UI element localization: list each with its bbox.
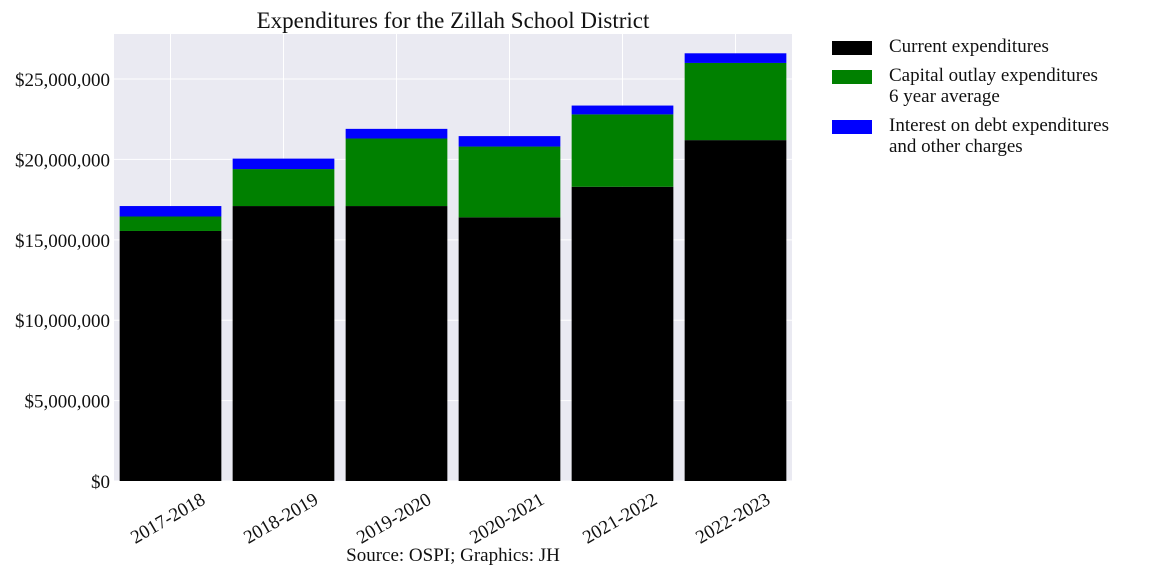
bar-segment-2018-2019-series-1 [232,169,335,207]
legend-item: Interest on debt expenditures and other … [832,115,1109,157]
bar-segment-2022-2023-series-1 [684,62,787,141]
legend-swatch [832,70,872,84]
bar-segment-2020-2021-series-2 [458,136,561,147]
bar-segment-2018-2019-series-0 [232,206,335,482]
x-tick-label: 2017-2018 [127,489,209,548]
chart-title: Expenditures for the Zillah School Distr… [257,8,650,33]
bar-segment-2022-2023-series-0 [684,140,787,481]
bars [119,53,787,482]
y-tick-label: $20,000,000 [15,150,110,171]
legend-item: Capital outlay expenditures 6 year avera… [832,65,1109,107]
legend-item: Current expenditures [832,36,1109,57]
legend-swatch [832,41,872,55]
bar-segment-2017-2018-series-1 [119,216,222,231]
x-axis-ticks: 2017-2018 2018-2019 2019-2020 2020-2021 2021… [127,489,774,548]
y-tick-label: $0 [91,472,110,493]
bar-segment-2022-2023-series-2 [684,53,787,63]
bar-segment-2021-2022-series-2 [571,105,674,115]
bar-segment-2017-2018-series-2 [119,206,222,217]
source-note: Source: OSPI; Graphics: JH [346,545,560,566]
y-tick-label: $5,000,000 [25,392,111,413]
y-axis-ticks: $0 $5,000,000 $10,000,000 $15,000,000 $20,00… [15,70,110,493]
legend-label: Interest on debt expenditures and other … [889,115,1110,157]
bar-segment-2021-2022-series-0 [571,186,674,481]
x-tick-label: 2021-2022 [579,489,661,548]
bar-segment-2019-2020-series-2 [345,128,448,139]
bar-segment-2020-2021-series-1 [458,146,561,218]
plot-area [114,34,792,481]
y-tick-label: $25,000,000 [15,70,110,91]
bar-segment-2019-2020-series-1 [345,138,448,207]
bar-segment-2017-2018-series-0 [119,230,222,481]
bar-segment-2021-2022-series-1 [571,114,674,187]
y-tick-label: $15,000,000 [15,231,110,252]
legend-swatch [832,120,872,134]
x-tick-label: 2018-2019 [240,489,322,548]
legend-label: Capital outlay expenditures 6 year avera… [889,65,1098,107]
x-tick-label: 2022-2023 [692,489,774,548]
x-tick-label: 2020-2021 [466,489,548,548]
bar-segment-2019-2020-series-0 [345,206,448,482]
bar-segment-2020-2021-series-0 [458,217,561,481]
y-tick-label: $10,000,000 [15,311,110,332]
bar-segment-2018-2019-series-2 [232,158,335,170]
legend: Current expenditures Capital outlay expen… [832,36,1109,165]
x-tick-label: 2019-2020 [353,489,435,548]
legend-label: Current expenditures [889,36,1049,57]
